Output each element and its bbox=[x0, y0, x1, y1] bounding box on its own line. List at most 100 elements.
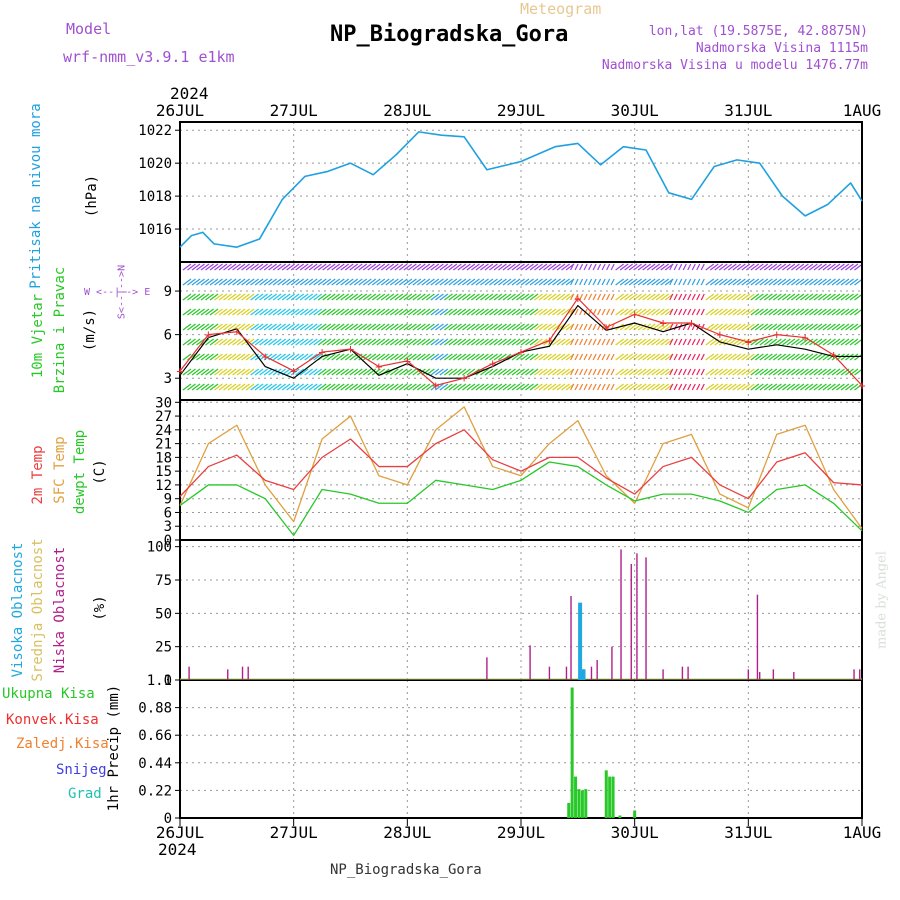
temperature-frame bbox=[179, 399, 863, 541]
wind-barb bbox=[773, 368, 782, 376]
wind-barb bbox=[358, 308, 368, 316]
wind-barb bbox=[471, 308, 480, 316]
wind-barb bbox=[466, 353, 476, 361]
wind-barb bbox=[425, 308, 435, 316]
wind-barb bbox=[646, 323, 656, 331]
wind-barb bbox=[673, 338, 678, 346]
wind-barb bbox=[831, 383, 841, 391]
time-label-top: 27JUL bbox=[270, 101, 318, 120]
wind-barb bbox=[353, 278, 363, 286]
wind-barb bbox=[804, 353, 814, 361]
wind-barb bbox=[205, 383, 214, 391]
wind-barb bbox=[727, 278, 737, 286]
wind-barb bbox=[236, 368, 246, 376]
wind-barb bbox=[376, 263, 386, 271]
wind-barb bbox=[223, 353, 232, 361]
wind-barb bbox=[673, 278, 678, 286]
wind-barb bbox=[480, 278, 489, 286]
wind-barb bbox=[511, 338, 521, 346]
wind-barb bbox=[214, 383, 223, 391]
wind-barb bbox=[322, 323, 332, 331]
wind-barb bbox=[556, 263, 566, 271]
wind-barb bbox=[736, 368, 746, 376]
wind-barb bbox=[191, 353, 201, 361]
wind-barb bbox=[691, 383, 696, 391]
wind-barb bbox=[777, 383, 787, 391]
wind-barb bbox=[646, 308, 656, 316]
wind-barb bbox=[800, 353, 809, 361]
wind-barb bbox=[520, 323, 530, 331]
wind-barb bbox=[750, 308, 760, 316]
wind-barb bbox=[696, 308, 701, 316]
wind-barb bbox=[227, 308, 237, 316]
wind-barb bbox=[525, 278, 534, 286]
wind-barb bbox=[628, 368, 638, 376]
wind-barb bbox=[529, 338, 539, 346]
wind-barb bbox=[236, 263, 246, 271]
wind-barb bbox=[723, 308, 733, 316]
wind-barb bbox=[439, 323, 449, 331]
wind-barb bbox=[182, 368, 192, 376]
wind-barb bbox=[678, 338, 683, 346]
wind-barb bbox=[673, 323, 678, 331]
wind-barb bbox=[214, 353, 223, 361]
wind-barb bbox=[403, 263, 413, 271]
wind-barb bbox=[498, 293, 507, 301]
wind-barb bbox=[597, 383, 602, 391]
dewpt-line bbox=[179, 461, 863, 537]
wind-barb bbox=[768, 263, 778, 271]
wind-barb bbox=[700, 278, 705, 286]
wind-barb bbox=[606, 308, 611, 316]
wind-barb bbox=[818, 308, 827, 316]
wind-barb bbox=[448, 368, 458, 376]
wind-barb bbox=[335, 368, 345, 376]
wind-barb bbox=[322, 293, 332, 301]
y-tick-label: 3 bbox=[164, 371, 172, 387]
wind-barb bbox=[376, 308, 386, 316]
wind-barb bbox=[290, 383, 300, 391]
wind-barb bbox=[845, 263, 854, 271]
wind-barb bbox=[547, 383, 557, 391]
wind-barb bbox=[362, 353, 372, 361]
wind-gust-marker: + bbox=[347, 342, 354, 356]
wind-barb bbox=[511, 263, 521, 271]
wind-barb bbox=[457, 383, 467, 391]
wind-barb bbox=[462, 278, 471, 286]
lonlat-label: lon,lat (19.5875E, 42.8875N) bbox=[648, 24, 868, 39]
wind-barb bbox=[642, 353, 652, 361]
wind-barb bbox=[809, 293, 818, 301]
wind-barb bbox=[326, 383, 336, 391]
wind-barb bbox=[191, 323, 201, 331]
wind-barb bbox=[520, 308, 530, 316]
wind-barb bbox=[241, 293, 250, 301]
wind-barb bbox=[520, 278, 530, 286]
wind-barb bbox=[714, 368, 724, 376]
wind-barb bbox=[444, 308, 453, 316]
wind-barb bbox=[245, 323, 255, 331]
wind-barb bbox=[714, 308, 724, 316]
wind-barb bbox=[597, 263, 602, 271]
y-tick-label: 100 bbox=[147, 540, 172, 556]
wind-barb bbox=[818, 368, 827, 376]
wind-barb bbox=[182, 353, 192, 361]
wind-barb bbox=[714, 323, 724, 331]
y-tick-label: 1016 bbox=[138, 222, 172, 238]
wind-barb bbox=[295, 338, 305, 346]
wind-barb bbox=[331, 278, 341, 286]
wind-barb bbox=[241, 383, 250, 391]
wind-barb bbox=[511, 353, 521, 361]
wind-barb bbox=[444, 338, 453, 346]
wind-barb bbox=[462, 308, 471, 316]
wind-barb bbox=[556, 278, 566, 286]
wind-barb bbox=[227, 293, 237, 301]
wind-barb bbox=[736, 338, 746, 346]
wind-barb bbox=[435, 293, 444, 301]
wind-barb bbox=[624, 263, 634, 271]
wind-barb bbox=[200, 383, 210, 391]
wind-barb bbox=[745, 263, 755, 271]
wind-barb bbox=[313, 263, 323, 271]
wind-barb bbox=[628, 383, 638, 391]
wind-barb bbox=[691, 338, 696, 346]
wind-barb bbox=[745, 383, 755, 391]
wind-barb bbox=[836, 293, 845, 301]
